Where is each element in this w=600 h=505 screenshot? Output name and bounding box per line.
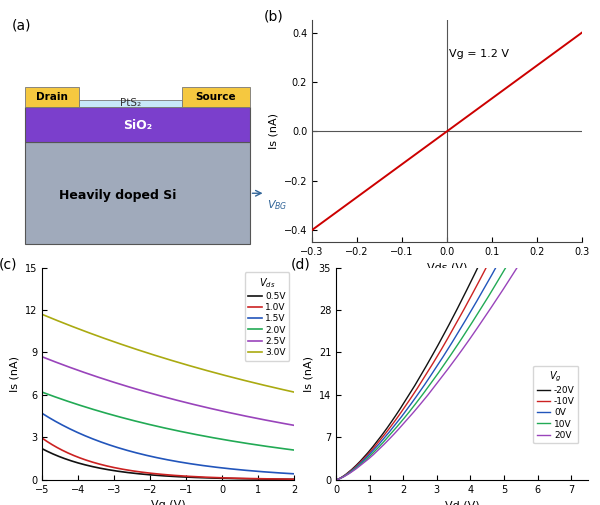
Text: SiO₂: SiO₂ — [123, 119, 152, 132]
Bar — [25, 107, 250, 142]
Bar — [79, 99, 182, 107]
Bar — [25, 142, 250, 244]
Text: Heavily doped Si: Heavily doped Si — [59, 189, 176, 203]
Text: (b): (b) — [263, 9, 283, 23]
Text: Drain: Drain — [36, 92, 68, 102]
Legend: -20V, -10V, 0V, 10V, 20V: -20V, -10V, 0V, 10V, 20V — [533, 366, 578, 443]
Text: Source: Source — [196, 92, 236, 102]
Legend: 0.5V, 1.0V, 1.5V, 2.0V, 2.5V, 3.0V: 0.5V, 1.0V, 1.5V, 2.0V, 2.5V, 3.0V — [245, 272, 289, 361]
Text: PtS₂: PtS₂ — [120, 98, 142, 108]
Text: (c): (c) — [0, 257, 17, 271]
Bar — [25, 87, 79, 107]
Text: (d): (d) — [290, 257, 310, 271]
Text: (a): (a) — [12, 18, 32, 32]
Y-axis label: Is (nA): Is (nA) — [303, 356, 313, 392]
X-axis label: Vg (V): Vg (V) — [151, 500, 185, 505]
X-axis label: Vd (V): Vd (V) — [445, 500, 479, 505]
X-axis label: Vds (V): Vds (V) — [427, 263, 467, 273]
Y-axis label: Is (nA): Is (nA) — [9, 356, 19, 392]
Text: $V_{BG}$: $V_{BG}$ — [267, 198, 287, 213]
Bar — [182, 87, 250, 107]
Text: Vg = 1.2 V: Vg = 1.2 V — [449, 49, 509, 59]
Y-axis label: Is (nA): Is (nA) — [268, 113, 278, 149]
